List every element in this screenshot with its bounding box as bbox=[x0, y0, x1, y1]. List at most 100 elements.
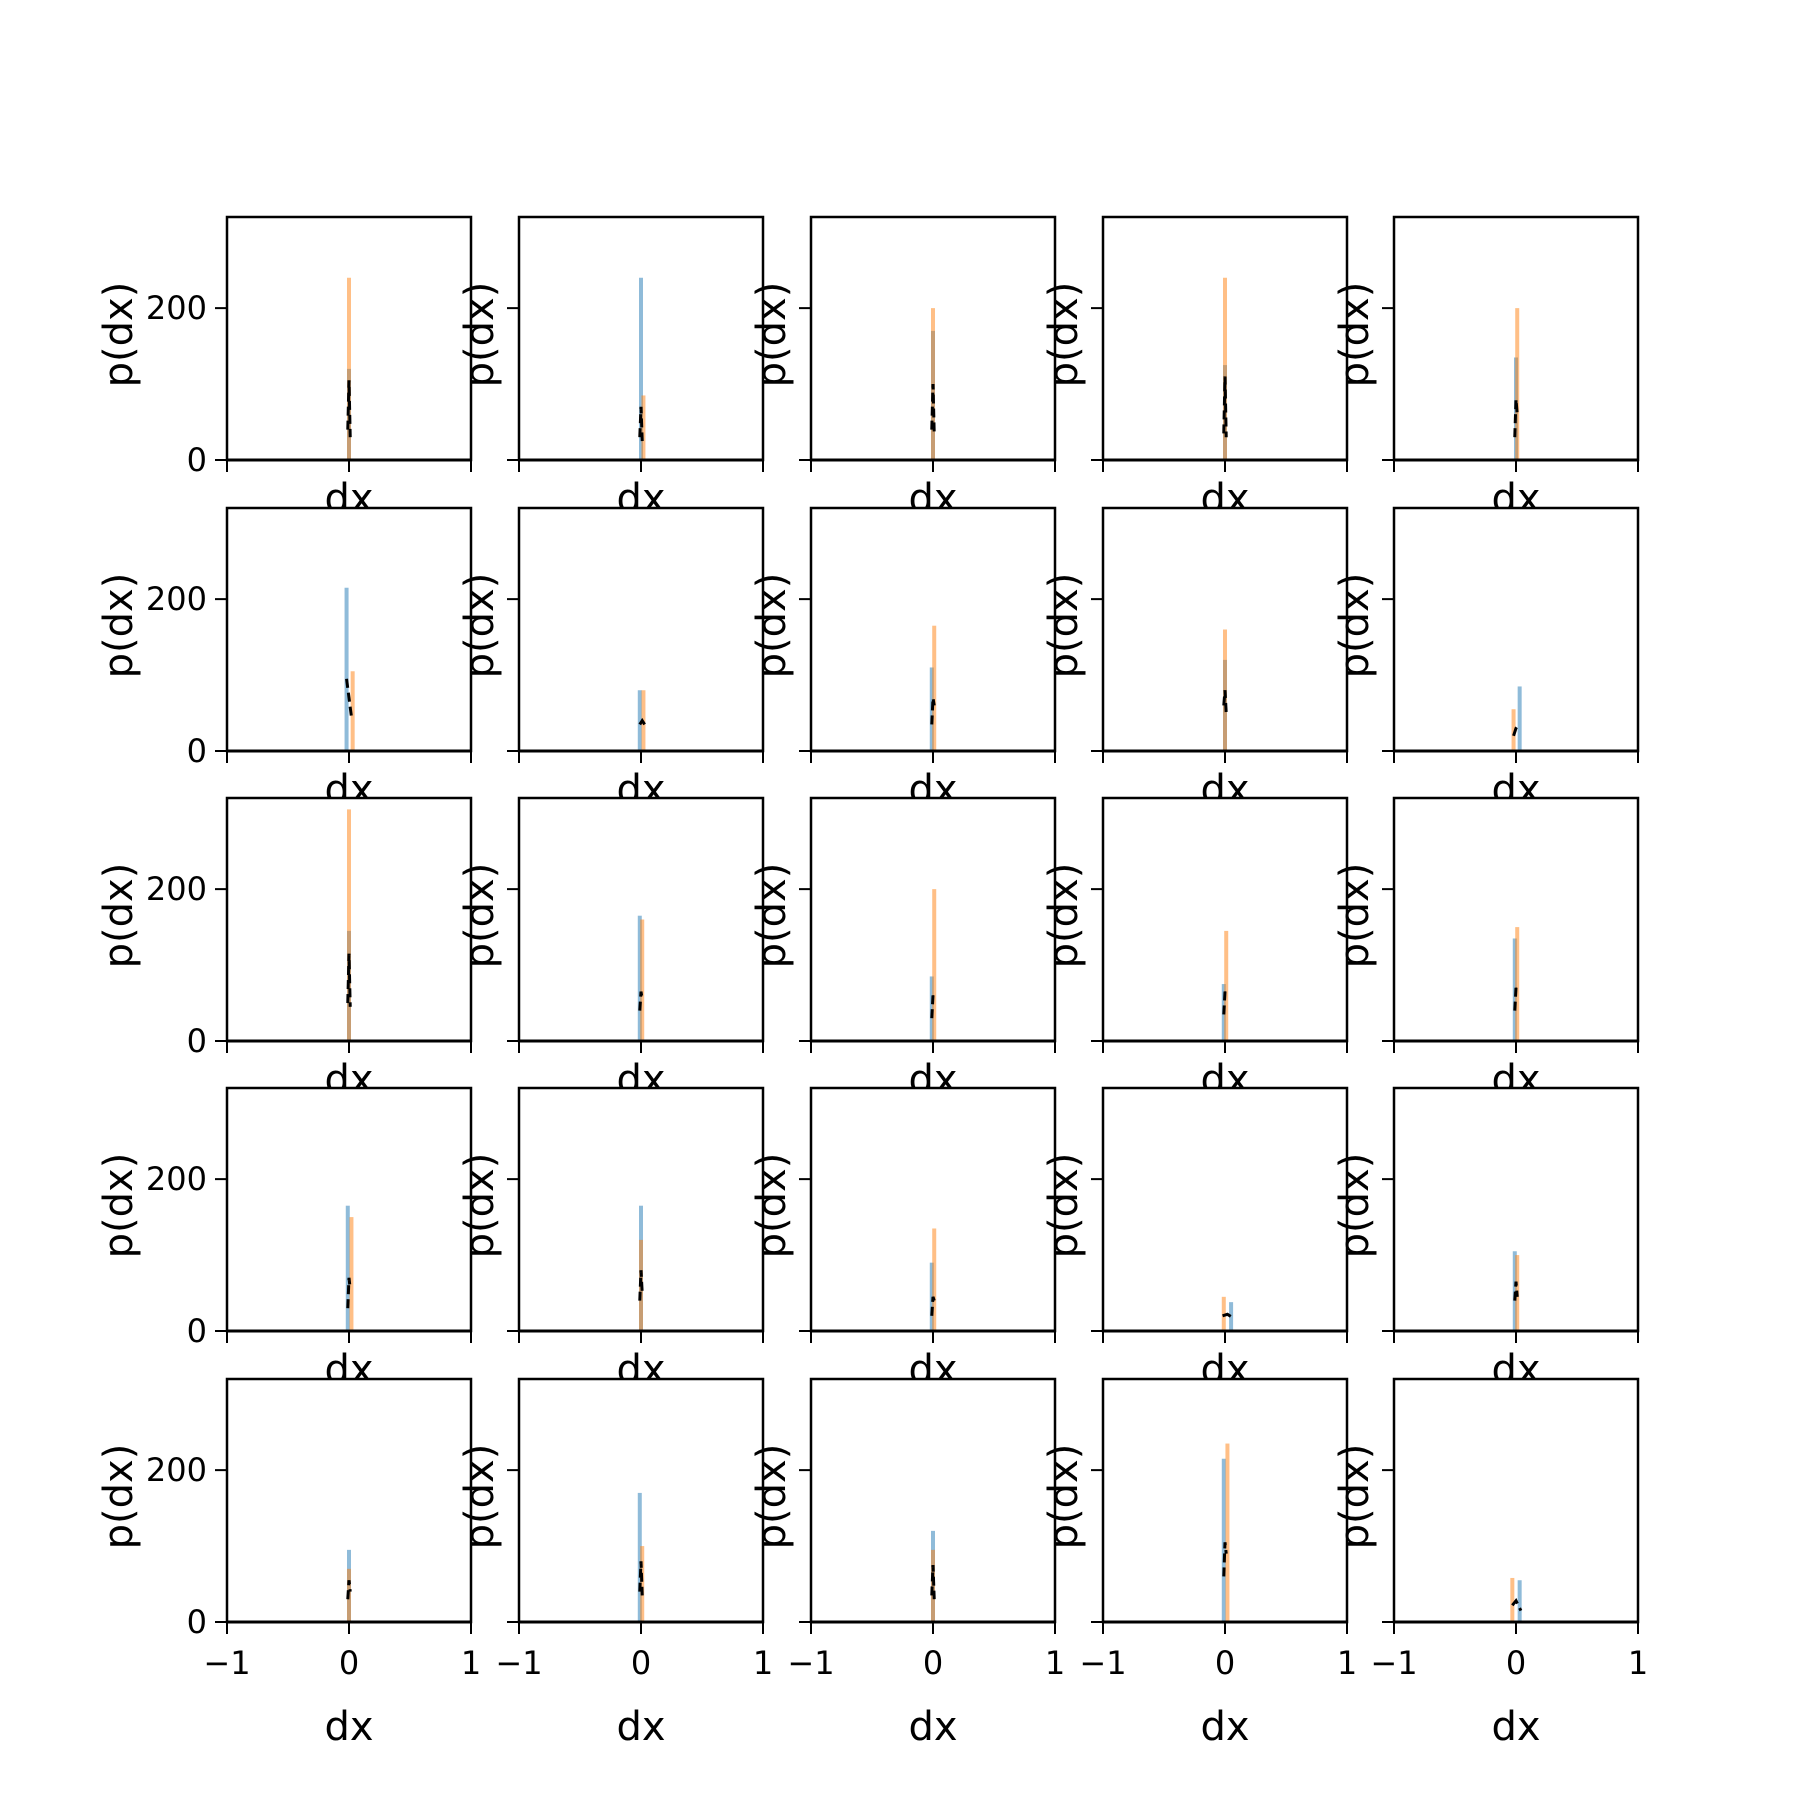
histogram-bar bbox=[640, 1546, 645, 1622]
x-tick-label: −1 bbox=[787, 1644, 834, 1682]
density-curve bbox=[1513, 1281, 1519, 1301]
x-tick-label: 0 bbox=[1506, 1644, 1526, 1682]
y-axis-label: p(dx) bbox=[1041, 1444, 1087, 1550]
y-axis-label: p(dx) bbox=[1332, 573, 1378, 679]
subplot-2-3: dxp(dx) bbox=[749, 506, 1057, 813]
y-axis-label: p(dx) bbox=[1332, 863, 1378, 969]
histogram-bar bbox=[1229, 1302, 1234, 1331]
x-axis-label: dx bbox=[324, 1704, 373, 1750]
subplot-2-5: dxp(dx) bbox=[1332, 506, 1640, 813]
y-tick-label: 0 bbox=[187, 1603, 207, 1641]
density-curve bbox=[638, 1270, 644, 1301]
y-axis-label: p(dx) bbox=[749, 1153, 795, 1259]
y-tick-label: 0 bbox=[187, 1312, 207, 1350]
histogram-bar bbox=[347, 809, 351, 1041]
density-curve bbox=[1222, 1312, 1234, 1319]
x-tick-label: 1 bbox=[1337, 1644, 1357, 1682]
x-tick-label: −1 bbox=[1370, 1644, 1417, 1682]
x-tick-label: 1 bbox=[1628, 1644, 1648, 1682]
y-tick-label: 200 bbox=[146, 580, 207, 618]
y-axis-label: p(dx) bbox=[96, 573, 142, 679]
y-axis-label: p(dx) bbox=[749, 863, 795, 969]
y-tick-label: 0 bbox=[187, 441, 207, 479]
density-curve bbox=[930, 1564, 936, 1600]
histogram-bar bbox=[1515, 308, 1520, 460]
histogram-bar bbox=[637, 690, 642, 751]
subplot-1-4: dxp(dx) bbox=[1041, 215, 1349, 522]
x-axis-label: dx bbox=[908, 1704, 957, 1750]
histogram-bar bbox=[349, 1217, 354, 1331]
density-curve bbox=[346, 1580, 352, 1600]
density-curve bbox=[1222, 690, 1228, 714]
y-axis-label: p(dx) bbox=[1332, 1444, 1378, 1550]
subplot-3-3: dxp(dx) bbox=[749, 796, 1057, 1103]
axes-background bbox=[1103, 1088, 1347, 1331]
density-curve bbox=[346, 953, 352, 1007]
density-curve bbox=[638, 991, 644, 1011]
y-axis-label: p(dx) bbox=[96, 863, 142, 969]
x-tick-label: −1 bbox=[203, 1644, 250, 1682]
density-curve bbox=[638, 717, 646, 726]
y-axis-label: p(dx) bbox=[1041, 1153, 1087, 1259]
y-axis-label: p(dx) bbox=[749, 1444, 795, 1550]
histogram-bar bbox=[931, 1549, 935, 1622]
density-curve bbox=[930, 697, 936, 725]
density-curve bbox=[1222, 376, 1228, 438]
subplot-5-4: −1 0 1 dx p(dx) bbox=[1041, 1377, 1357, 1750]
histogram-bar bbox=[932, 1228, 937, 1331]
y-axis-label: p(dx) bbox=[1332, 1153, 1378, 1259]
subplot-3-5: dxp(dx) bbox=[1332, 796, 1640, 1103]
subplot-3-4: dxp(dx) bbox=[1041, 796, 1349, 1103]
axes-background bbox=[1394, 508, 1638, 751]
histogram-bar bbox=[1223, 277, 1227, 460]
y-tick-label: 200 bbox=[146, 870, 207, 908]
histogram-bar bbox=[1221, 1458, 1226, 1622]
histogram-bar bbox=[1512, 1251, 1517, 1331]
density-curve bbox=[346, 380, 352, 438]
subplot-1-3: dxp(dx) bbox=[749, 215, 1057, 522]
histogram-bar bbox=[637, 915, 642, 1041]
histogram-bar bbox=[1511, 709, 1516, 751]
density-curve bbox=[1512, 723, 1520, 737]
y-axis-label: p(dx) bbox=[749, 573, 795, 679]
x-axis-label: dx bbox=[616, 1704, 665, 1750]
x-tick-label: 1 bbox=[1045, 1644, 1065, 1682]
x-tick-label: 0 bbox=[923, 1644, 943, 1682]
y-axis-label: p(dx) bbox=[457, 1153, 503, 1259]
subplot-2-4: dxp(dx) bbox=[1041, 506, 1349, 813]
histogram-bar bbox=[1225, 1443, 1230, 1622]
subplot-2-2: dxp(dx) bbox=[457, 506, 765, 813]
histogram-bar bbox=[1224, 930, 1229, 1041]
y-axis-label: p(dx) bbox=[1041, 282, 1087, 388]
subplot-4-3: dxp(dx) bbox=[749, 1086, 1057, 1393]
histogram-bar bbox=[641, 395, 646, 460]
x-tick-label: 0 bbox=[1215, 1644, 1235, 1682]
y-axis-label: p(dx) bbox=[96, 1444, 142, 1550]
y-axis-label: p(dx) bbox=[749, 282, 795, 388]
y-tick-label: 200 bbox=[146, 289, 207, 327]
histogram-bar bbox=[639, 277, 643, 460]
histogram-bar bbox=[345, 1205, 350, 1331]
histogram-bar bbox=[1510, 1577, 1515, 1622]
subplot-4-5: dxp(dx) bbox=[1332, 1086, 1640, 1393]
histogram-bar bbox=[1515, 927, 1520, 1041]
density-curve bbox=[1511, 1597, 1523, 1612]
y-axis-label: p(dx) bbox=[1041, 863, 1087, 969]
subplot-5-5: −1 0 1 dx p(dx) bbox=[1332, 1377, 1648, 1750]
histogram-bar bbox=[932, 889, 937, 1041]
y-axis-label: p(dx) bbox=[96, 1153, 142, 1259]
y-axis-label: p(dx) bbox=[96, 282, 142, 388]
subplot-3-2: dxp(dx) bbox=[457, 796, 765, 1103]
subplot-4-2: dxp(dx) bbox=[457, 1086, 765, 1393]
x-tick-label: 0 bbox=[631, 1644, 651, 1682]
y-tick-label: 0 bbox=[187, 732, 207, 770]
density-curve bbox=[346, 1277, 352, 1309]
y-axis-label: p(dx) bbox=[457, 1444, 503, 1550]
histogram-bar bbox=[929, 976, 934, 1041]
axes-background bbox=[227, 508, 471, 751]
